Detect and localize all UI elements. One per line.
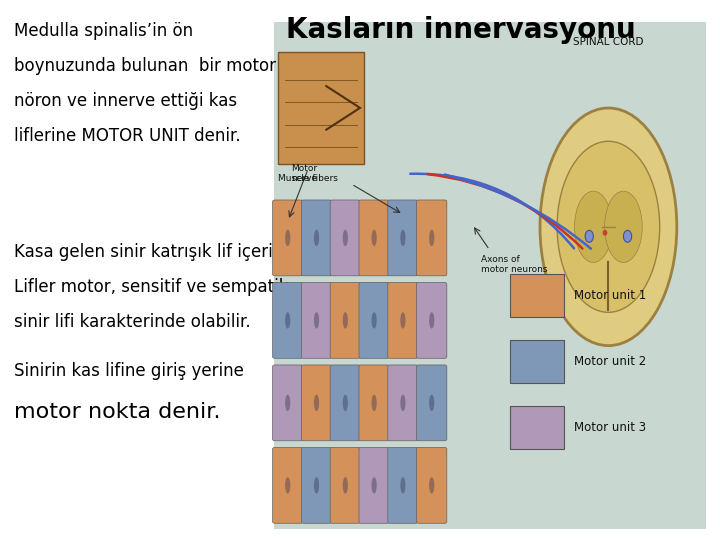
FancyBboxPatch shape — [330, 365, 361, 441]
FancyBboxPatch shape — [273, 365, 303, 441]
FancyBboxPatch shape — [302, 282, 332, 359]
FancyBboxPatch shape — [388, 365, 418, 441]
FancyBboxPatch shape — [273, 200, 303, 276]
FancyBboxPatch shape — [388, 448, 418, 523]
Ellipse shape — [285, 395, 290, 411]
Ellipse shape — [314, 477, 319, 494]
Ellipse shape — [400, 477, 405, 494]
FancyBboxPatch shape — [388, 200, 418, 276]
Text: Motor unit 3: Motor unit 3 — [574, 421, 646, 434]
Ellipse shape — [343, 477, 348, 494]
Ellipse shape — [372, 230, 377, 246]
FancyBboxPatch shape — [510, 406, 564, 449]
Ellipse shape — [605, 191, 642, 262]
Text: Muscle fibers: Muscle fibers — [278, 174, 338, 183]
Ellipse shape — [429, 477, 434, 494]
FancyBboxPatch shape — [330, 448, 361, 523]
Ellipse shape — [343, 312, 348, 329]
Text: liflerine MOTOR UNIT denir.: liflerine MOTOR UNIT denir. — [14, 127, 241, 145]
Ellipse shape — [314, 395, 319, 411]
Ellipse shape — [372, 395, 377, 411]
FancyBboxPatch shape — [302, 365, 332, 441]
Text: SPINAL CORD: SPINAL CORD — [573, 37, 644, 47]
Ellipse shape — [372, 477, 377, 494]
FancyBboxPatch shape — [359, 365, 390, 441]
Ellipse shape — [400, 395, 405, 411]
Ellipse shape — [343, 230, 348, 246]
Ellipse shape — [429, 312, 434, 329]
Ellipse shape — [429, 395, 434, 411]
FancyBboxPatch shape — [330, 200, 361, 276]
FancyBboxPatch shape — [359, 200, 390, 276]
Ellipse shape — [285, 477, 290, 494]
FancyBboxPatch shape — [388, 282, 418, 359]
Ellipse shape — [314, 312, 319, 329]
FancyBboxPatch shape — [330, 282, 361, 359]
Ellipse shape — [372, 312, 377, 329]
Text: Kasların innervasyonu: Kasların innervasyonu — [286, 16, 636, 44]
Ellipse shape — [400, 312, 405, 329]
FancyBboxPatch shape — [510, 340, 564, 383]
Text: Motor
nerve: Motor nerve — [291, 164, 317, 183]
FancyBboxPatch shape — [273, 282, 303, 359]
Ellipse shape — [429, 230, 434, 246]
Text: motor nokta denir.: motor nokta denir. — [14, 402, 221, 422]
Text: sinir lifi karakterinde olabilir.: sinir lifi karakterinde olabilir. — [14, 313, 251, 331]
FancyBboxPatch shape — [278, 52, 364, 164]
Ellipse shape — [343, 395, 348, 411]
Ellipse shape — [540, 108, 677, 346]
Text: boynuzunda bulunan  bir motor: boynuzunda bulunan bir motor — [14, 57, 276, 75]
Ellipse shape — [285, 312, 290, 329]
FancyBboxPatch shape — [417, 282, 447, 359]
FancyBboxPatch shape — [510, 274, 564, 317]
FancyBboxPatch shape — [417, 365, 447, 441]
FancyBboxPatch shape — [274, 22, 706, 529]
Ellipse shape — [624, 231, 631, 242]
FancyBboxPatch shape — [273, 448, 303, 523]
Ellipse shape — [285, 230, 290, 246]
FancyBboxPatch shape — [359, 282, 390, 359]
Text: Motor unit 2: Motor unit 2 — [574, 355, 646, 368]
FancyBboxPatch shape — [359, 448, 390, 523]
Ellipse shape — [585, 231, 593, 242]
Text: nöron ve innerve ettiği kas: nöron ve innerve ettiği kas — [14, 92, 238, 110]
FancyBboxPatch shape — [302, 200, 332, 276]
Ellipse shape — [557, 141, 660, 312]
Text: Lifler motor, sensitif ve sempatik: Lifler motor, sensitif ve sempatik — [14, 278, 289, 296]
Text: Sinirin kas lifine giriş yerine: Sinirin kas lifine giriş yerine — [14, 362, 244, 380]
Ellipse shape — [603, 230, 608, 235]
Ellipse shape — [400, 230, 405, 246]
Text: Medulla spinalis’in ön: Medulla spinalis’in ön — [14, 22, 194, 39]
Text: Motor unit 1: Motor unit 1 — [574, 289, 646, 302]
Ellipse shape — [314, 230, 319, 246]
FancyBboxPatch shape — [302, 448, 332, 523]
FancyBboxPatch shape — [417, 200, 447, 276]
Text: Axons of
motor neurons: Axons of motor neurons — [481, 255, 547, 274]
Ellipse shape — [575, 191, 612, 262]
Text: Kasa gelen sinir katrışık lif içerir.: Kasa gelen sinir katrışık lif içerir. — [14, 243, 284, 261]
FancyBboxPatch shape — [417, 448, 447, 523]
